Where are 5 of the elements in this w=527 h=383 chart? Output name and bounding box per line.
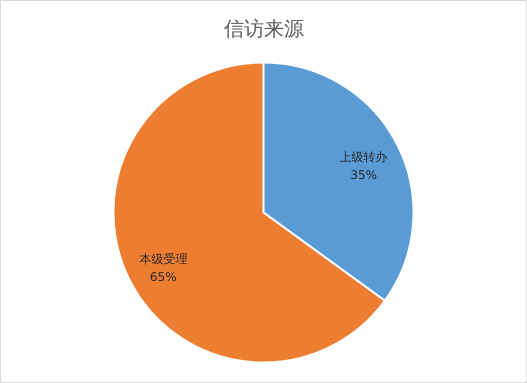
data-label: 65% [150,270,177,284]
slice-label: 上级转办 [340,150,388,164]
chart-title: 信访来源 [224,16,304,40]
slice-label: 本级受理 [139,252,188,266]
data-label: 35% [350,168,378,182]
